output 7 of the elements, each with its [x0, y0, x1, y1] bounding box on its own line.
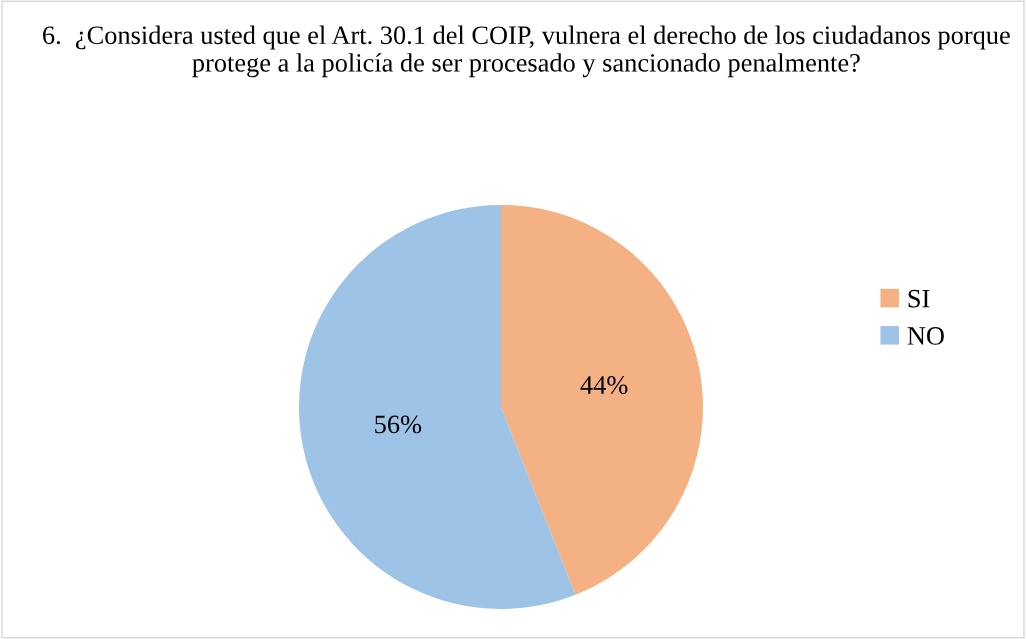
- legend-label: SI: [908, 289, 930, 308]
- data-label: 44%: [580, 376, 628, 395]
- chart-title: 6. ¿Considera usted que el Art. 30.1 del COIP, vulnera el derecho de los ciudadanos porque protege a la policía de ser procesado y sancionado penalmente?: [43, 25, 1010, 78]
- pie-slice: [299, 205, 576, 609]
- pie-slice: [501, 205, 703, 595]
- data-label: 56%: [375, 415, 422, 434]
- legend-label: NO: [907, 327, 944, 345]
